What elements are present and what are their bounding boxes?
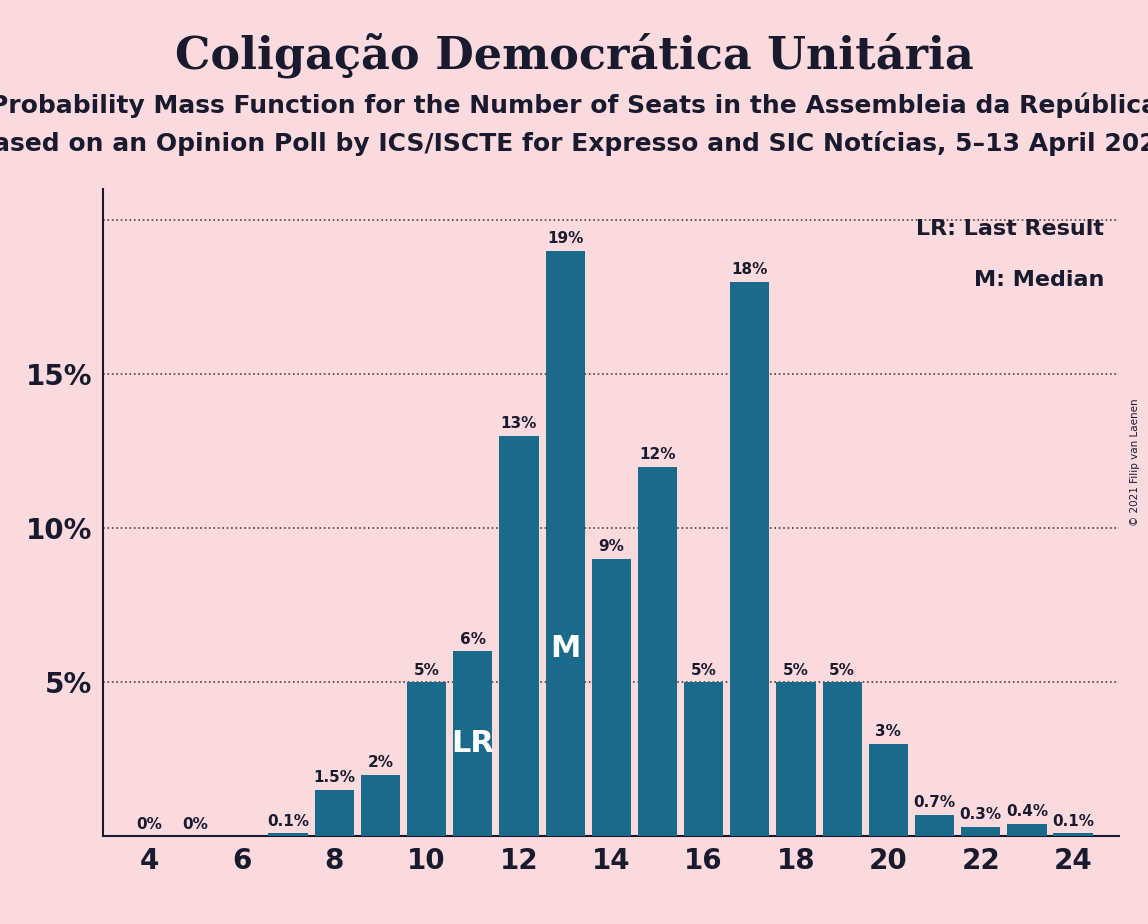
Text: 6%: 6% bbox=[459, 632, 486, 647]
Text: 2%: 2% bbox=[367, 755, 394, 770]
Text: LR: LR bbox=[451, 729, 494, 759]
Bar bbox=[961, 827, 1000, 836]
Text: 1.5%: 1.5% bbox=[313, 771, 355, 785]
Bar bbox=[406, 682, 447, 836]
Bar bbox=[869, 744, 908, 836]
Bar bbox=[823, 682, 862, 836]
Text: Probability Mass Function for the Number of Seats in the Assembleia da República: Probability Mass Function for the Number… bbox=[0, 92, 1148, 118]
Text: 0.3%: 0.3% bbox=[960, 808, 1002, 822]
Text: 0.1%: 0.1% bbox=[267, 813, 309, 829]
Bar bbox=[453, 651, 492, 836]
Bar bbox=[315, 790, 354, 836]
Bar bbox=[776, 682, 816, 836]
Text: 0%: 0% bbox=[183, 817, 209, 832]
Bar bbox=[730, 282, 769, 836]
Text: Based on an Opinion Poll by ICS/ISCTE for Expresso and SIC Notícias, 5–13 April : Based on an Opinion Poll by ICS/ISCTE fo… bbox=[0, 131, 1148, 156]
Text: 0.1%: 0.1% bbox=[1052, 813, 1094, 829]
Text: M: Median: M: Median bbox=[974, 270, 1104, 290]
Text: 13%: 13% bbox=[501, 416, 537, 432]
Text: 5%: 5% bbox=[829, 663, 855, 677]
Text: 18%: 18% bbox=[731, 262, 768, 277]
Text: 3%: 3% bbox=[876, 724, 901, 739]
Text: 5%: 5% bbox=[691, 663, 716, 677]
Bar bbox=[591, 559, 631, 836]
Text: 0.7%: 0.7% bbox=[914, 795, 955, 810]
Text: 9%: 9% bbox=[598, 540, 625, 554]
Bar bbox=[269, 833, 308, 836]
Text: Coligação Democrática Unitária: Coligação Democrática Unitária bbox=[174, 32, 974, 78]
Text: 0%: 0% bbox=[137, 817, 162, 832]
Bar bbox=[499, 436, 538, 836]
Text: 0.4%: 0.4% bbox=[1006, 804, 1048, 820]
Bar bbox=[360, 774, 400, 836]
Bar bbox=[684, 682, 723, 836]
Bar bbox=[1007, 824, 1047, 836]
Text: 5%: 5% bbox=[413, 663, 440, 677]
Bar bbox=[915, 815, 954, 836]
Text: M: M bbox=[550, 635, 581, 663]
Text: LR: Last Result: LR: Last Result bbox=[916, 218, 1104, 238]
Text: © 2021 Filip van Laenen: © 2021 Filip van Laenen bbox=[1130, 398, 1140, 526]
Bar bbox=[1054, 833, 1093, 836]
Bar bbox=[638, 467, 677, 836]
Text: 12%: 12% bbox=[639, 447, 676, 462]
Bar bbox=[545, 251, 584, 836]
Text: 19%: 19% bbox=[546, 231, 583, 247]
Text: 5%: 5% bbox=[783, 663, 809, 677]
